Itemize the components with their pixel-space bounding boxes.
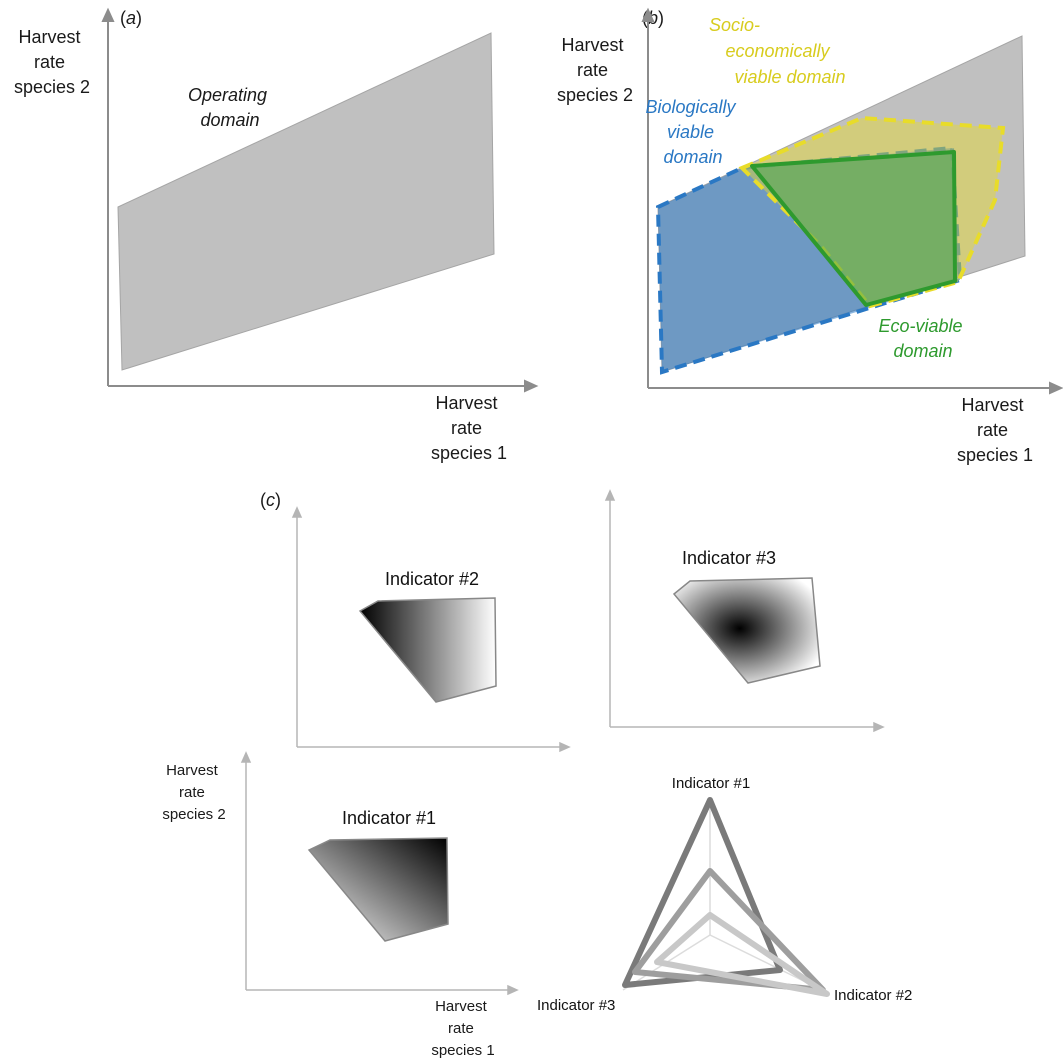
biologically-viable-label: Biologically viable domain xyxy=(645,97,740,167)
panel-c-ylabel: Harvest rate species 2 xyxy=(162,762,225,823)
indicator-2-label: Indicator #2 xyxy=(385,569,479,589)
operating-domain-label: Operating domain xyxy=(188,85,272,130)
indicator-3-plot: Indicator #3 xyxy=(604,489,885,733)
radar-axis-label-indicator-3: Indicator #3 xyxy=(537,997,615,1014)
indicator-3-region xyxy=(672,577,821,684)
indicator-2-plot: Indicator #2 xyxy=(291,506,571,753)
indicator-2-region xyxy=(358,597,497,703)
panel-b-axes xyxy=(641,7,1063,395)
eco-viable-region xyxy=(750,150,957,307)
panel-b-ylabel: Harvest rate species 2 xyxy=(557,35,633,105)
panel-a-tag: (a) xyxy=(120,8,142,28)
panel-c-tag: (c) xyxy=(260,490,281,510)
panel-b: (b) Harvest rate species 2 Harvest rate … xyxy=(557,7,1063,465)
indicator-1-label: Indicator #1 xyxy=(342,808,436,828)
panel-c: (c) Indicator #2 Indicator #3 xyxy=(162,489,912,1059)
radar-series-middle xyxy=(632,868,826,993)
indicator-1-plot: Indicator #1 xyxy=(240,751,519,996)
radar-axis-label-indicator-1: Indicator #1 xyxy=(672,775,750,792)
radar-series-inner xyxy=(654,912,830,997)
eco-viable-label: Eco-viable domain xyxy=(878,316,967,361)
operating-domain-region xyxy=(117,32,495,371)
panel-c-xlabel: Harvest rate species 1 xyxy=(431,998,494,1059)
indicator-1-region xyxy=(307,837,449,942)
radar-chart: Indicator #1 Indicator #2 Indicator #3 xyxy=(537,775,912,1014)
panel-a-xlabel: Harvest rate species 1 xyxy=(431,393,507,463)
indicator-3-label: Indicator #3 xyxy=(682,548,776,568)
socio-economically-viable-label: Socio- economically viable domain xyxy=(709,15,846,87)
panel-b-xlabel: Harvest rate species 1 xyxy=(957,395,1033,465)
panel-a-axes xyxy=(101,7,539,393)
panel-a: (a) Harvest rate species 2 Harvest rate … xyxy=(14,7,539,463)
panel-a-ylabel: Harvest rate species 2 xyxy=(14,27,90,97)
radar-axis-label-indicator-2: Indicator #2 xyxy=(834,987,912,1004)
